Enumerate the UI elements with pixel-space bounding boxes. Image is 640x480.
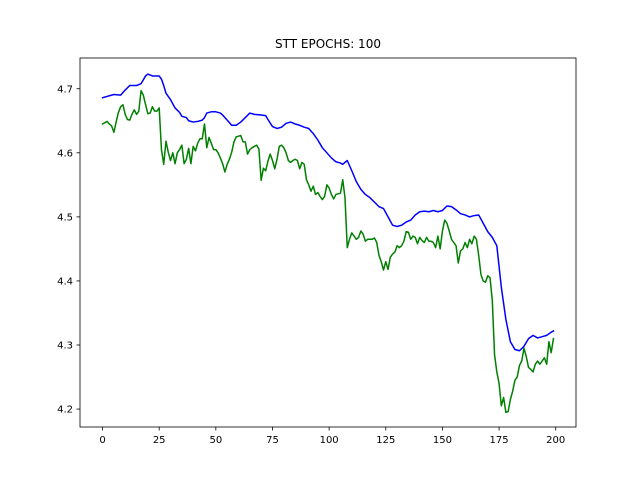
- x-tick-label: 125: [376, 435, 395, 446]
- y-tick-label: 4.6: [57, 148, 73, 159]
- series-line-1: [101, 73, 555, 352]
- x-tick-label: 0: [99, 435, 105, 446]
- axes-spines: [79, 57, 577, 428]
- y-tick-label: 4.2: [57, 405, 73, 416]
- x-tick-label: 150: [433, 435, 452, 446]
- chart-title: STT EPOCHS: 100: [275, 37, 381, 51]
- y-tick-label: 4.3: [57, 341, 73, 352]
- x-tick-label: 75: [266, 435, 279, 446]
- x-tick-label: 50: [209, 435, 222, 446]
- axes-frame: [79, 57, 577, 428]
- y-tick-label: 4.4: [57, 277, 73, 288]
- x-tick-label: 175: [490, 435, 509, 446]
- x-tick-label: 200: [546, 435, 565, 446]
- plot-lines: [101, 73, 555, 414]
- x-tick-label: 25: [153, 435, 166, 446]
- series-line-2: [101, 89, 555, 414]
- y-tick-label: 4.5: [57, 212, 73, 223]
- y-tick-label: 4.7: [57, 84, 73, 95]
- x-axis: 0 25 50 75 100 125 150 175 200: [99, 427, 565, 446]
- y-axis: 4.2 4.3 4.4 4.5 4.6 4.7: [57, 84, 80, 416]
- x-tick-label: 100: [320, 435, 339, 446]
